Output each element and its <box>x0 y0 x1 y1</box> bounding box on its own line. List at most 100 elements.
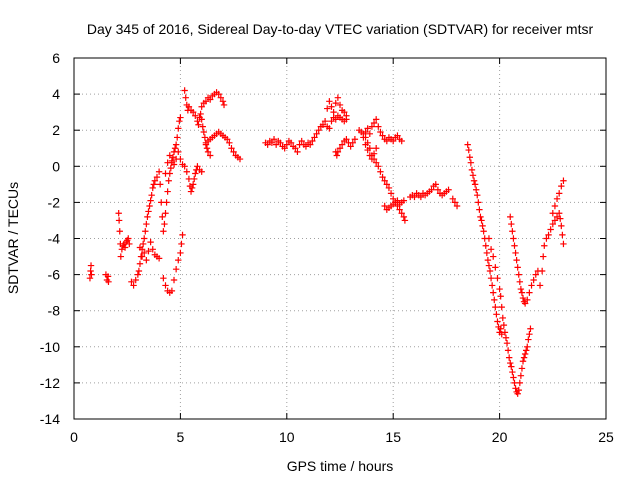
data-point <box>324 105 331 112</box>
data-point <box>328 103 335 110</box>
data-point <box>343 136 350 143</box>
data-point <box>309 137 316 145</box>
data-point <box>445 186 452 193</box>
data-point <box>86 275 94 282</box>
data-point <box>162 210 169 217</box>
data-point <box>268 139 276 147</box>
y-tick-label: -4 <box>48 231 61 247</box>
data-point <box>387 190 395 197</box>
data-point <box>366 152 373 159</box>
data-point <box>105 278 112 286</box>
data-point <box>471 181 479 188</box>
data-point <box>338 141 346 148</box>
data-point <box>270 136 278 143</box>
data-point <box>292 145 299 152</box>
data-point <box>315 127 322 134</box>
data-point <box>500 321 508 329</box>
data-point <box>494 275 501 282</box>
data-point <box>555 190 563 197</box>
series-j <box>202 128 244 163</box>
data-point <box>545 231 552 239</box>
series-p <box>360 116 405 145</box>
data-point <box>155 255 163 262</box>
data-point <box>381 202 388 210</box>
data-point <box>313 130 320 138</box>
x-tick-label: 20 <box>492 429 508 445</box>
data-point <box>370 119 378 127</box>
data-point <box>501 329 509 336</box>
data-point <box>121 244 129 251</box>
data-point <box>480 228 487 235</box>
data-point <box>472 186 480 193</box>
data-point <box>149 246 156 253</box>
data-point <box>174 134 181 141</box>
data-point <box>370 150 378 157</box>
series-a <box>86 262 95 282</box>
data-point <box>143 256 150 264</box>
data-point <box>141 249 148 257</box>
data-point <box>381 177 388 184</box>
data-point <box>145 247 152 255</box>
data-point <box>130 282 137 289</box>
data-point <box>490 289 497 296</box>
data-point <box>224 136 231 143</box>
data-point <box>178 240 185 248</box>
data-point <box>483 249 491 257</box>
data-point <box>528 282 535 289</box>
data-point <box>192 170 199 177</box>
data-point <box>175 148 182 156</box>
data-point <box>492 303 499 311</box>
data-point <box>558 182 565 190</box>
data-point <box>476 206 483 213</box>
series-m <box>328 112 350 125</box>
data-point <box>336 145 344 152</box>
data-point <box>494 318 501 325</box>
data-point <box>126 240 133 248</box>
data-point <box>516 278 524 286</box>
data-point <box>166 152 173 159</box>
y-tick-label: -10 <box>40 339 60 355</box>
data-point <box>383 137 391 145</box>
data-point <box>417 193 425 201</box>
data-point <box>155 168 163 175</box>
data-point <box>151 177 159 184</box>
data-point <box>487 275 495 282</box>
data-point <box>177 155 184 163</box>
data-point <box>491 296 498 304</box>
data-point <box>139 240 147 248</box>
series-d <box>128 114 184 289</box>
data-point <box>187 188 195 195</box>
data-point <box>88 271 95 278</box>
data-point <box>202 141 210 148</box>
data-point <box>507 213 514 221</box>
y-tick-label: 2 <box>52 122 60 138</box>
data-point <box>497 293 504 300</box>
data-point <box>560 177 567 184</box>
data-point <box>519 294 527 302</box>
data-point <box>513 256 520 264</box>
data-point <box>181 87 188 94</box>
data-point <box>524 296 531 304</box>
data-point <box>375 123 382 130</box>
series-e <box>136 238 163 264</box>
data-point <box>383 181 391 188</box>
data-point <box>510 235 517 242</box>
data-point <box>536 282 544 289</box>
y-tick-label: -2 <box>48 194 61 210</box>
data-point <box>411 193 418 201</box>
data-point <box>116 228 123 235</box>
data-point <box>524 343 531 350</box>
data-point <box>134 271 142 278</box>
data-point <box>372 159 380 166</box>
data-point <box>351 136 359 143</box>
data-point <box>532 271 539 278</box>
data-point <box>298 137 305 145</box>
data-point <box>519 358 527 365</box>
data-point <box>377 168 384 175</box>
x-tick-label: 5 <box>177 429 185 445</box>
data-point <box>149 184 156 192</box>
data-point <box>518 289 526 296</box>
series-t <box>449 195 461 210</box>
data-point <box>177 249 184 257</box>
